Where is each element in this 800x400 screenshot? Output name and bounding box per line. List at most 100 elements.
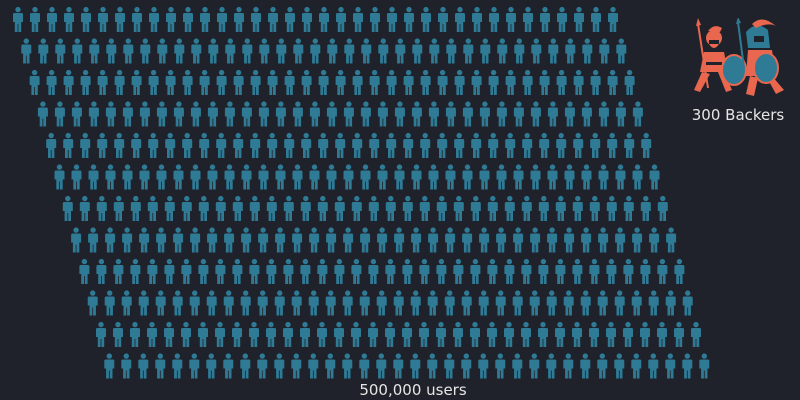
person-icon <box>530 227 541 253</box>
person-icon <box>580 290 591 316</box>
person-icon <box>308 290 319 316</box>
person-icon <box>105 101 116 127</box>
person-icon <box>445 164 456 190</box>
person-icon <box>512 353 523 379</box>
person-icon <box>385 258 396 284</box>
person-icon <box>504 195 515 221</box>
person-icon <box>454 132 465 158</box>
person-icon <box>582 38 593 64</box>
person-icon <box>54 101 65 127</box>
person-icon <box>189 290 200 316</box>
person-icon <box>623 258 634 284</box>
person-icon <box>54 164 65 190</box>
person-icon <box>224 164 235 190</box>
person-icon <box>71 227 82 253</box>
person-icon <box>572 258 583 284</box>
person-icon <box>258 101 269 127</box>
person-icon <box>419 258 430 284</box>
person-icon <box>81 6 91 32</box>
person-icon <box>156 227 167 253</box>
person-icon <box>283 195 294 221</box>
person-icon <box>573 69 584 95</box>
person-icon <box>326 227 337 253</box>
person-icon <box>665 353 676 379</box>
person-icon <box>538 321 548 347</box>
person-icon <box>318 69 329 95</box>
person-icon <box>71 164 82 190</box>
person-icon <box>63 69 74 95</box>
person-icon <box>614 353 625 379</box>
person-icon <box>522 132 533 158</box>
person-icon <box>198 195 209 221</box>
person-icon <box>130 321 140 347</box>
person-icon <box>241 164 252 190</box>
person-icon <box>113 195 124 221</box>
person-icon <box>223 290 234 316</box>
person-icon <box>206 290 217 316</box>
person-icon <box>563 353 574 379</box>
person-icon <box>240 353 251 379</box>
person-icon <box>455 6 465 32</box>
person-icon <box>351 195 362 221</box>
person-icon <box>386 69 397 95</box>
person-icon <box>182 132 193 158</box>
person-icon <box>470 321 480 347</box>
person-icon <box>46 69 57 95</box>
person-icon <box>444 353 455 379</box>
person-icon <box>488 69 499 95</box>
person-icon <box>268 6 278 32</box>
person-icon <box>342 290 353 316</box>
person-icon <box>157 38 168 64</box>
person-icon <box>589 195 600 221</box>
person-icon <box>130 258 141 284</box>
person-icon <box>410 290 421 316</box>
person-icon <box>156 101 167 127</box>
person-icon <box>487 195 498 221</box>
person-icon <box>88 227 99 253</box>
person-icon <box>89 38 100 64</box>
person-icon <box>556 132 567 158</box>
person-icon <box>164 321 174 347</box>
person-icon <box>368 258 379 284</box>
person-icon <box>505 69 516 95</box>
person-icon <box>420 69 431 95</box>
person-icon <box>598 101 609 127</box>
person-icon <box>359 353 370 379</box>
person-icon <box>259 38 270 64</box>
person-icon <box>369 69 380 95</box>
person-icon <box>574 6 584 32</box>
person-icon <box>438 6 448 32</box>
person-icon <box>615 101 626 127</box>
person-icon <box>115 6 125 32</box>
person-icon <box>317 321 327 347</box>
person-icon <box>453 321 463 347</box>
person-icon <box>538 258 549 284</box>
person-icon <box>597 353 608 379</box>
person-icon <box>556 69 567 95</box>
spartan-warriors-icon <box>694 18 784 96</box>
person-icon <box>122 101 133 127</box>
person-icon <box>615 164 626 190</box>
person-icon <box>480 38 491 64</box>
person-icon <box>293 38 304 64</box>
person-icon <box>208 38 219 64</box>
person-icon <box>607 132 618 158</box>
person-icon <box>539 132 550 158</box>
person-icon <box>284 132 295 158</box>
person-icon <box>505 132 516 158</box>
person-icon <box>529 353 540 379</box>
person-icon <box>292 101 303 127</box>
person-icon <box>64 6 74 32</box>
person-icon <box>309 164 320 190</box>
person-icon <box>139 164 150 190</box>
person-icon <box>241 227 252 253</box>
person-icon <box>131 69 142 95</box>
users-caption: 500,000 users <box>359 381 467 399</box>
person-icon <box>224 101 235 127</box>
person-icon <box>393 290 404 316</box>
person-icon <box>504 258 515 284</box>
person-icon <box>301 69 312 95</box>
person-icon <box>97 132 108 158</box>
person-icon <box>13 6 23 32</box>
person-icon <box>428 227 439 253</box>
